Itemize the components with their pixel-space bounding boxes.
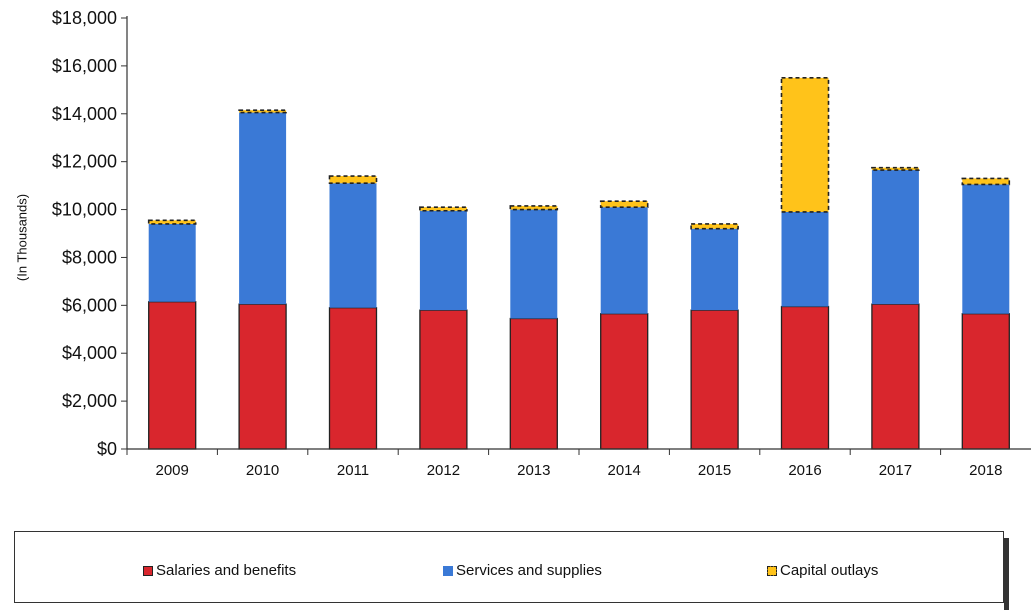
x-tick-label-2018: 2018 [969, 462, 1002, 479]
bar-salaries-2009 [148, 301, 197, 450]
y-tick-label: $10,000 [52, 200, 117, 220]
bar-services-2017 [871, 170, 919, 305]
y-tick-label: $0 [97, 439, 117, 459]
x-tick-label-2013: 2013 [517, 462, 550, 479]
y-tick-label: $4,000 [62, 343, 117, 363]
x-tick-label-2012: 2012 [427, 462, 460, 479]
legend-label-services: Services and supplies [456, 562, 602, 579]
bar-salaries-2016 [780, 305, 830, 450]
chart-legend: Salaries and benefits Services and suppl… [14, 531, 1009, 610]
x-tick-label-2017: 2017 [879, 462, 912, 479]
bar-services-2018 [962, 184, 1010, 314]
legend-swatch-capital [767, 565, 777, 576]
legend-swatch-salaries [143, 565, 153, 576]
bar-services-2015 [691, 228, 739, 311]
bar-capital-2015 [690, 223, 739, 230]
bar-salaries-2017 [871, 303, 920, 450]
y-tick-label: $6,000 [62, 295, 117, 315]
bar-capital-2013 [509, 205, 559, 211]
y-tick-label: $8,000 [62, 247, 117, 267]
legend-label-capital: Capital outlays [780, 562, 879, 579]
bar-salaries-2011 [328, 307, 378, 450]
bar-capital-2010 [238, 109, 287, 114]
bar-capital-2009 [147, 219, 197, 225]
bar-salaries-2014 [600, 313, 649, 450]
bar-capital-2017 [871, 166, 920, 171]
stacked-bar-chart: 2009 2010 2011 2012 2013 2014 2015 2016 2017 2018… [52, 8, 1031, 479]
y-tick-label: $12,000 [52, 152, 117, 172]
x-tick-label-2010: 2010 [246, 462, 279, 479]
y-tick-label: $18,000 [52, 8, 117, 28]
bar-capital-2014 [599, 200, 649, 208]
y-tick-label: $16,000 [52, 56, 117, 76]
bar-services-2010 [239, 112, 287, 305]
bar-services-2012 [419, 210, 467, 311]
bar-services-2016 [781, 211, 829, 307]
x-tick-label-2015: 2015 [698, 462, 731, 479]
bar-capital-2012 [419, 206, 468, 212]
x-tick-label-2014: 2014 [608, 462, 641, 479]
x-tick-label-2016: 2016 [788, 462, 821, 479]
x-tick-label-2009: 2009 [156, 462, 189, 479]
bar-salaries-2012 [419, 309, 468, 450]
legend-label-salaries: Salaries and benefits [156, 562, 297, 579]
bar-salaries-2013 [509, 317, 558, 450]
chart-area: (In Thousands) 2009 2010 2011 2012 2013 2014 2… [15, 8, 1031, 479]
bar-capital-2018 [961, 177, 1011, 186]
legend-item-salaries: Salaries and benefits [143, 562, 296, 579]
legend-swatch-services [443, 565, 453, 576]
bar-services-2014 [600, 207, 648, 314]
y-tick-label: $14,000 [52, 104, 117, 124]
bar-services-2011 [329, 183, 377, 308]
bar-capital-2011 [328, 175, 378, 185]
legend-item-services: Services and supplies [443, 562, 602, 579]
bar-salaries-2010 [238, 303, 287, 450]
bar-salaries-2018 [961, 313, 1010, 450]
bar-services-2013 [510, 209, 558, 319]
bar-capital-2016 [780, 77, 830, 213]
y-tick-label: $2,000 [62, 391, 117, 411]
bar-salaries-2015 [690, 309, 739, 450]
bar-services-2009 [148, 223, 196, 302]
legend-item-capital: Capital outlays [767, 562, 878, 579]
x-tick-label-2011: 2011 [337, 462, 369, 479]
